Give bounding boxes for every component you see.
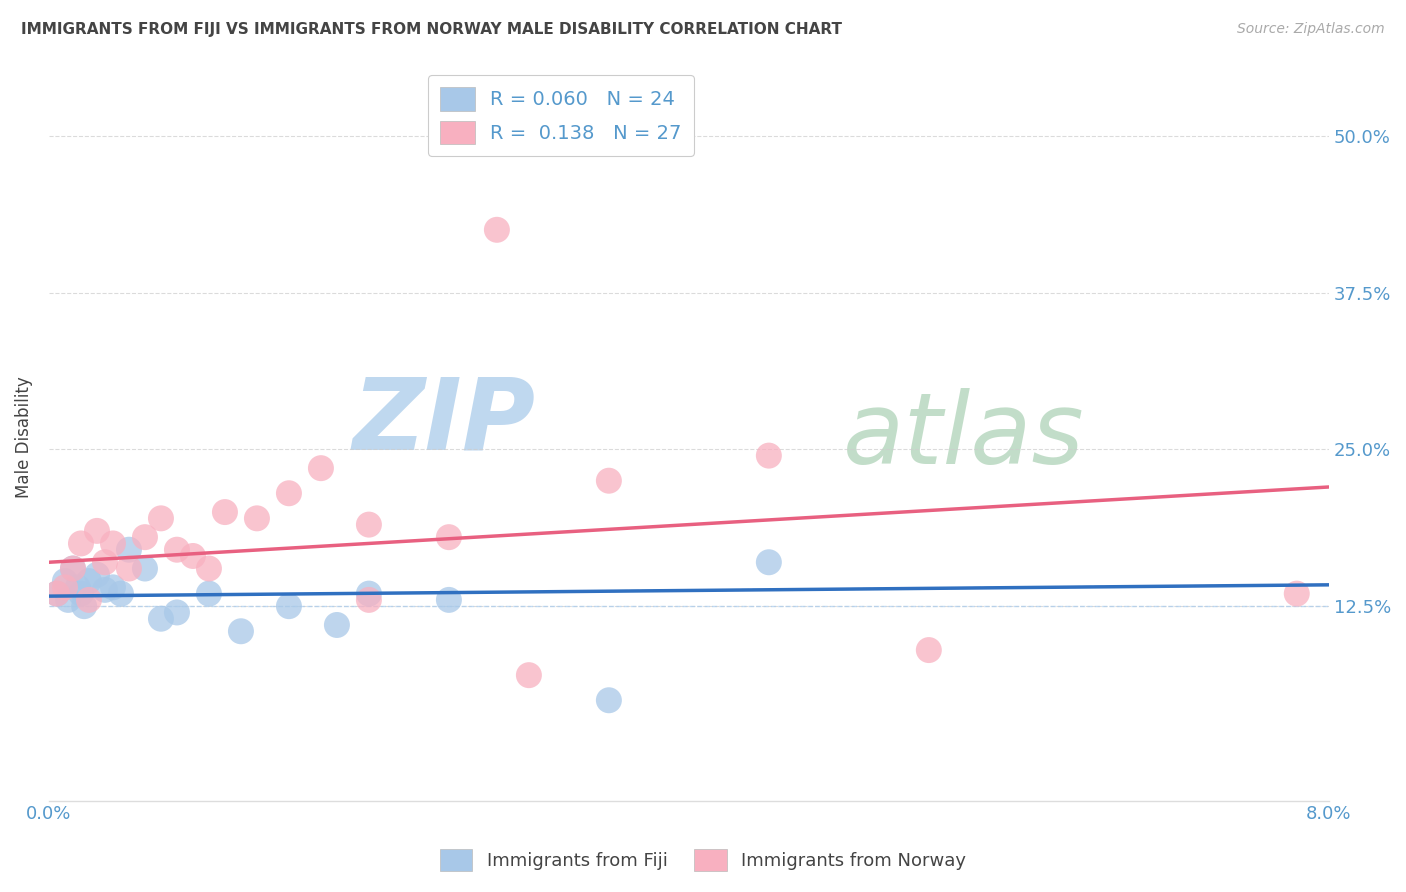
Point [110,586,132,600]
Point [1285,586,1308,600]
Point [46,586,69,600]
Point [166,606,188,620]
Point [62,561,84,575]
Text: Source: ZipAtlas.com: Source: ZipAtlas.com [1237,22,1385,37]
Point [198,561,221,575]
Point [357,586,380,600]
Legend: Immigrants from Fiji, Immigrants from Norway: Immigrants from Fiji, Immigrants from No… [433,842,973,879]
Point [758,555,780,569]
Point [70,536,93,550]
Point [517,668,540,682]
Point [134,561,156,575]
Point [101,536,124,550]
Point [246,511,269,525]
Point [278,599,301,614]
Point [309,461,332,475]
Point [149,511,172,525]
Point [86,567,108,582]
Point [73,599,96,614]
Point [214,505,236,519]
Point [357,517,380,532]
Point [66,580,89,594]
Point [53,574,76,588]
Text: IMMIGRANTS FROM FIJI VS IMMIGRANTS FROM NORWAY MALE DISABILITY CORRELATION CHART: IMMIGRANTS FROM FIJI VS IMMIGRANTS FROM … [21,22,842,37]
Point [101,580,124,594]
Legend: R = 0.060   N = 24, R =  0.138   N = 27: R = 0.060 N = 24, R = 0.138 N = 27 [429,76,693,156]
Point [94,555,117,569]
Point [598,693,620,707]
Point [70,586,93,600]
Point [77,574,100,588]
Point [94,582,117,597]
Point [437,530,460,544]
Point [77,593,100,607]
Point [118,561,141,575]
Point [198,586,221,600]
Text: ZIP: ZIP [353,374,536,471]
Point [229,624,252,639]
Point [326,618,349,632]
Point [918,643,941,657]
Point [437,593,460,607]
Point [118,542,141,557]
Point [598,474,620,488]
Point [62,561,84,575]
Point [53,580,76,594]
Point [149,612,172,626]
Point [181,549,204,563]
Y-axis label: Male Disability: Male Disability [15,376,32,498]
Point [485,223,508,237]
Point [134,530,156,544]
Point [46,586,69,600]
Text: atlas: atlas [842,388,1084,485]
Point [166,542,188,557]
Point [56,593,79,607]
Point [278,486,301,500]
Point [357,593,380,607]
Point [86,524,108,538]
Point [758,449,780,463]
